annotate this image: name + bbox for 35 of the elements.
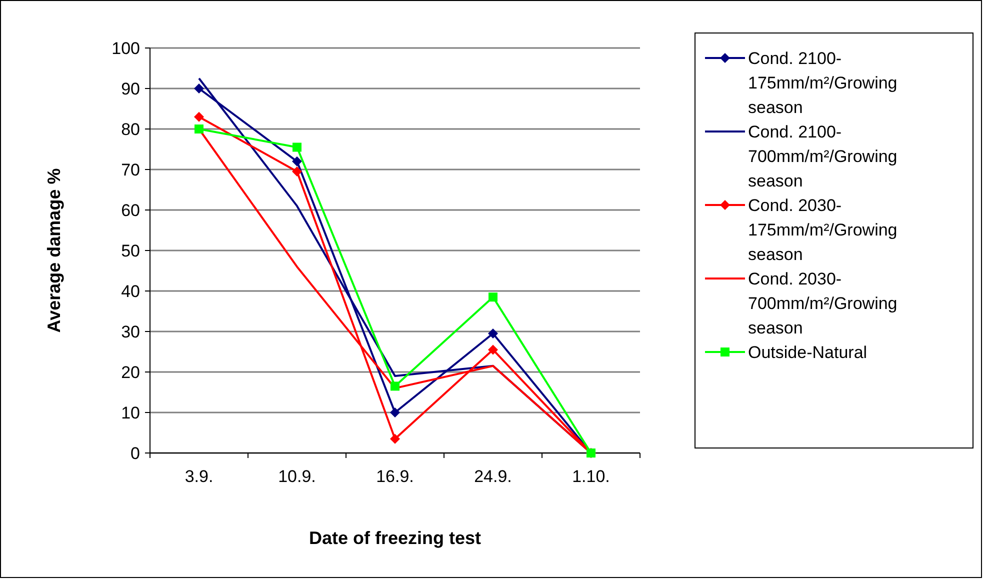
y-tick-label: 50 [121, 241, 140, 260]
x-tick-label: 3.9. [184, 467, 214, 486]
legend-label: Cond. 2030-700mm/m²/Growing season [748, 269, 898, 338]
y-tick-label: 80 [121, 120, 140, 139]
y-tick-label: 100 [112, 38, 140, 58]
x-axis-title: Date of freezing test [308, 528, 482, 548]
x-tick-label: 16.9. [376, 467, 414, 486]
point [292, 156, 302, 166]
y-tick-label: 90 [121, 79, 140, 98]
point [194, 112, 204, 122]
point [292, 166, 302, 177]
legend-label: Cond. 2100-700mm/m²/Growing season [748, 122, 898, 190]
y-tick-label: 30 [121, 322, 140, 342]
point [194, 124, 204, 134]
y-tick-label: 40 [121, 282, 140, 301]
legend-label: Outside-Natural [748, 342, 868, 362]
y-tick-label: 20 [121, 362, 140, 382]
legend-label: Cond. 2030-175mm/m²/Growing season [748, 196, 898, 264]
y-tick-label: 10 [121, 403, 140, 422]
point [390, 408, 400, 418]
point [292, 142, 302, 152]
point [194, 84, 204, 94]
x-tick-label: 24.9. [474, 467, 512, 486]
x-tick-label: 10.9. [278, 467, 316, 486]
point [488, 344, 498, 355]
y-tick-label: 0 [130, 444, 140, 463]
point [488, 292, 498, 302]
legend-label: Cond. 2100-175mm/m²/Growing season [748, 48, 898, 117]
y-tick-label: 60 [121, 200, 140, 220]
y-axis-title: Average damage % [44, 168, 64, 333]
y-tick-label: 70 [121, 160, 140, 180]
x-tick-label: 1.10. [572, 467, 610, 486]
point [488, 328, 498, 339]
point [390, 434, 400, 444]
point [390, 382, 400, 391]
